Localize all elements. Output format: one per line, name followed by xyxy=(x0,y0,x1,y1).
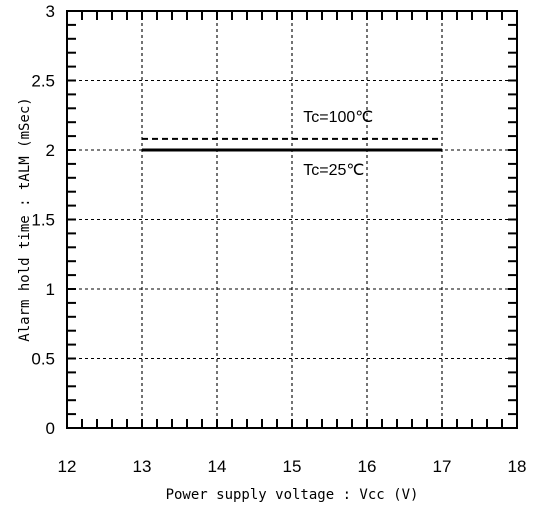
series xyxy=(142,137,442,152)
x-tick-label: 14 xyxy=(208,457,227,476)
annotation-label: Tc=25℃ xyxy=(303,162,364,179)
y-axis-label: Alarm hold time : tALM (mSec) xyxy=(17,97,33,341)
annotations: Tc=100℃ Tc=25℃ xyxy=(303,109,373,179)
y-tick-label: 2 xyxy=(46,141,55,160)
y-tick-label: 1 xyxy=(46,280,55,299)
grid xyxy=(67,11,517,428)
y-tick-label: 3 xyxy=(46,2,55,21)
x-axis-label: Power supply voltage : Vcc (V) xyxy=(166,487,419,503)
annotation-label: Tc=100℃ xyxy=(303,109,373,126)
plot-frame xyxy=(66,10,518,429)
x-tick-labels: 12 13 14 15 16 17 18 xyxy=(58,457,527,476)
minor-ticks xyxy=(66,10,518,429)
x-tick-label: 16 xyxy=(358,457,377,476)
x-tick-label: 15 xyxy=(283,457,302,476)
x-tick-label: 17 xyxy=(433,457,452,476)
y-tick-labels: 0 0.5 1 1.5 2 2.5 3 xyxy=(31,2,55,438)
y-tick-label: 0.5 xyxy=(31,350,55,369)
y-tick-label: 1.5 xyxy=(31,211,55,230)
x-tick-label: 18 xyxy=(508,457,527,476)
x-tick-label: 13 xyxy=(133,457,152,476)
x-tick-label: 12 xyxy=(58,457,77,476)
y-tick-label: 0 xyxy=(46,419,55,438)
y-tick-label: 2.5 xyxy=(31,72,55,91)
